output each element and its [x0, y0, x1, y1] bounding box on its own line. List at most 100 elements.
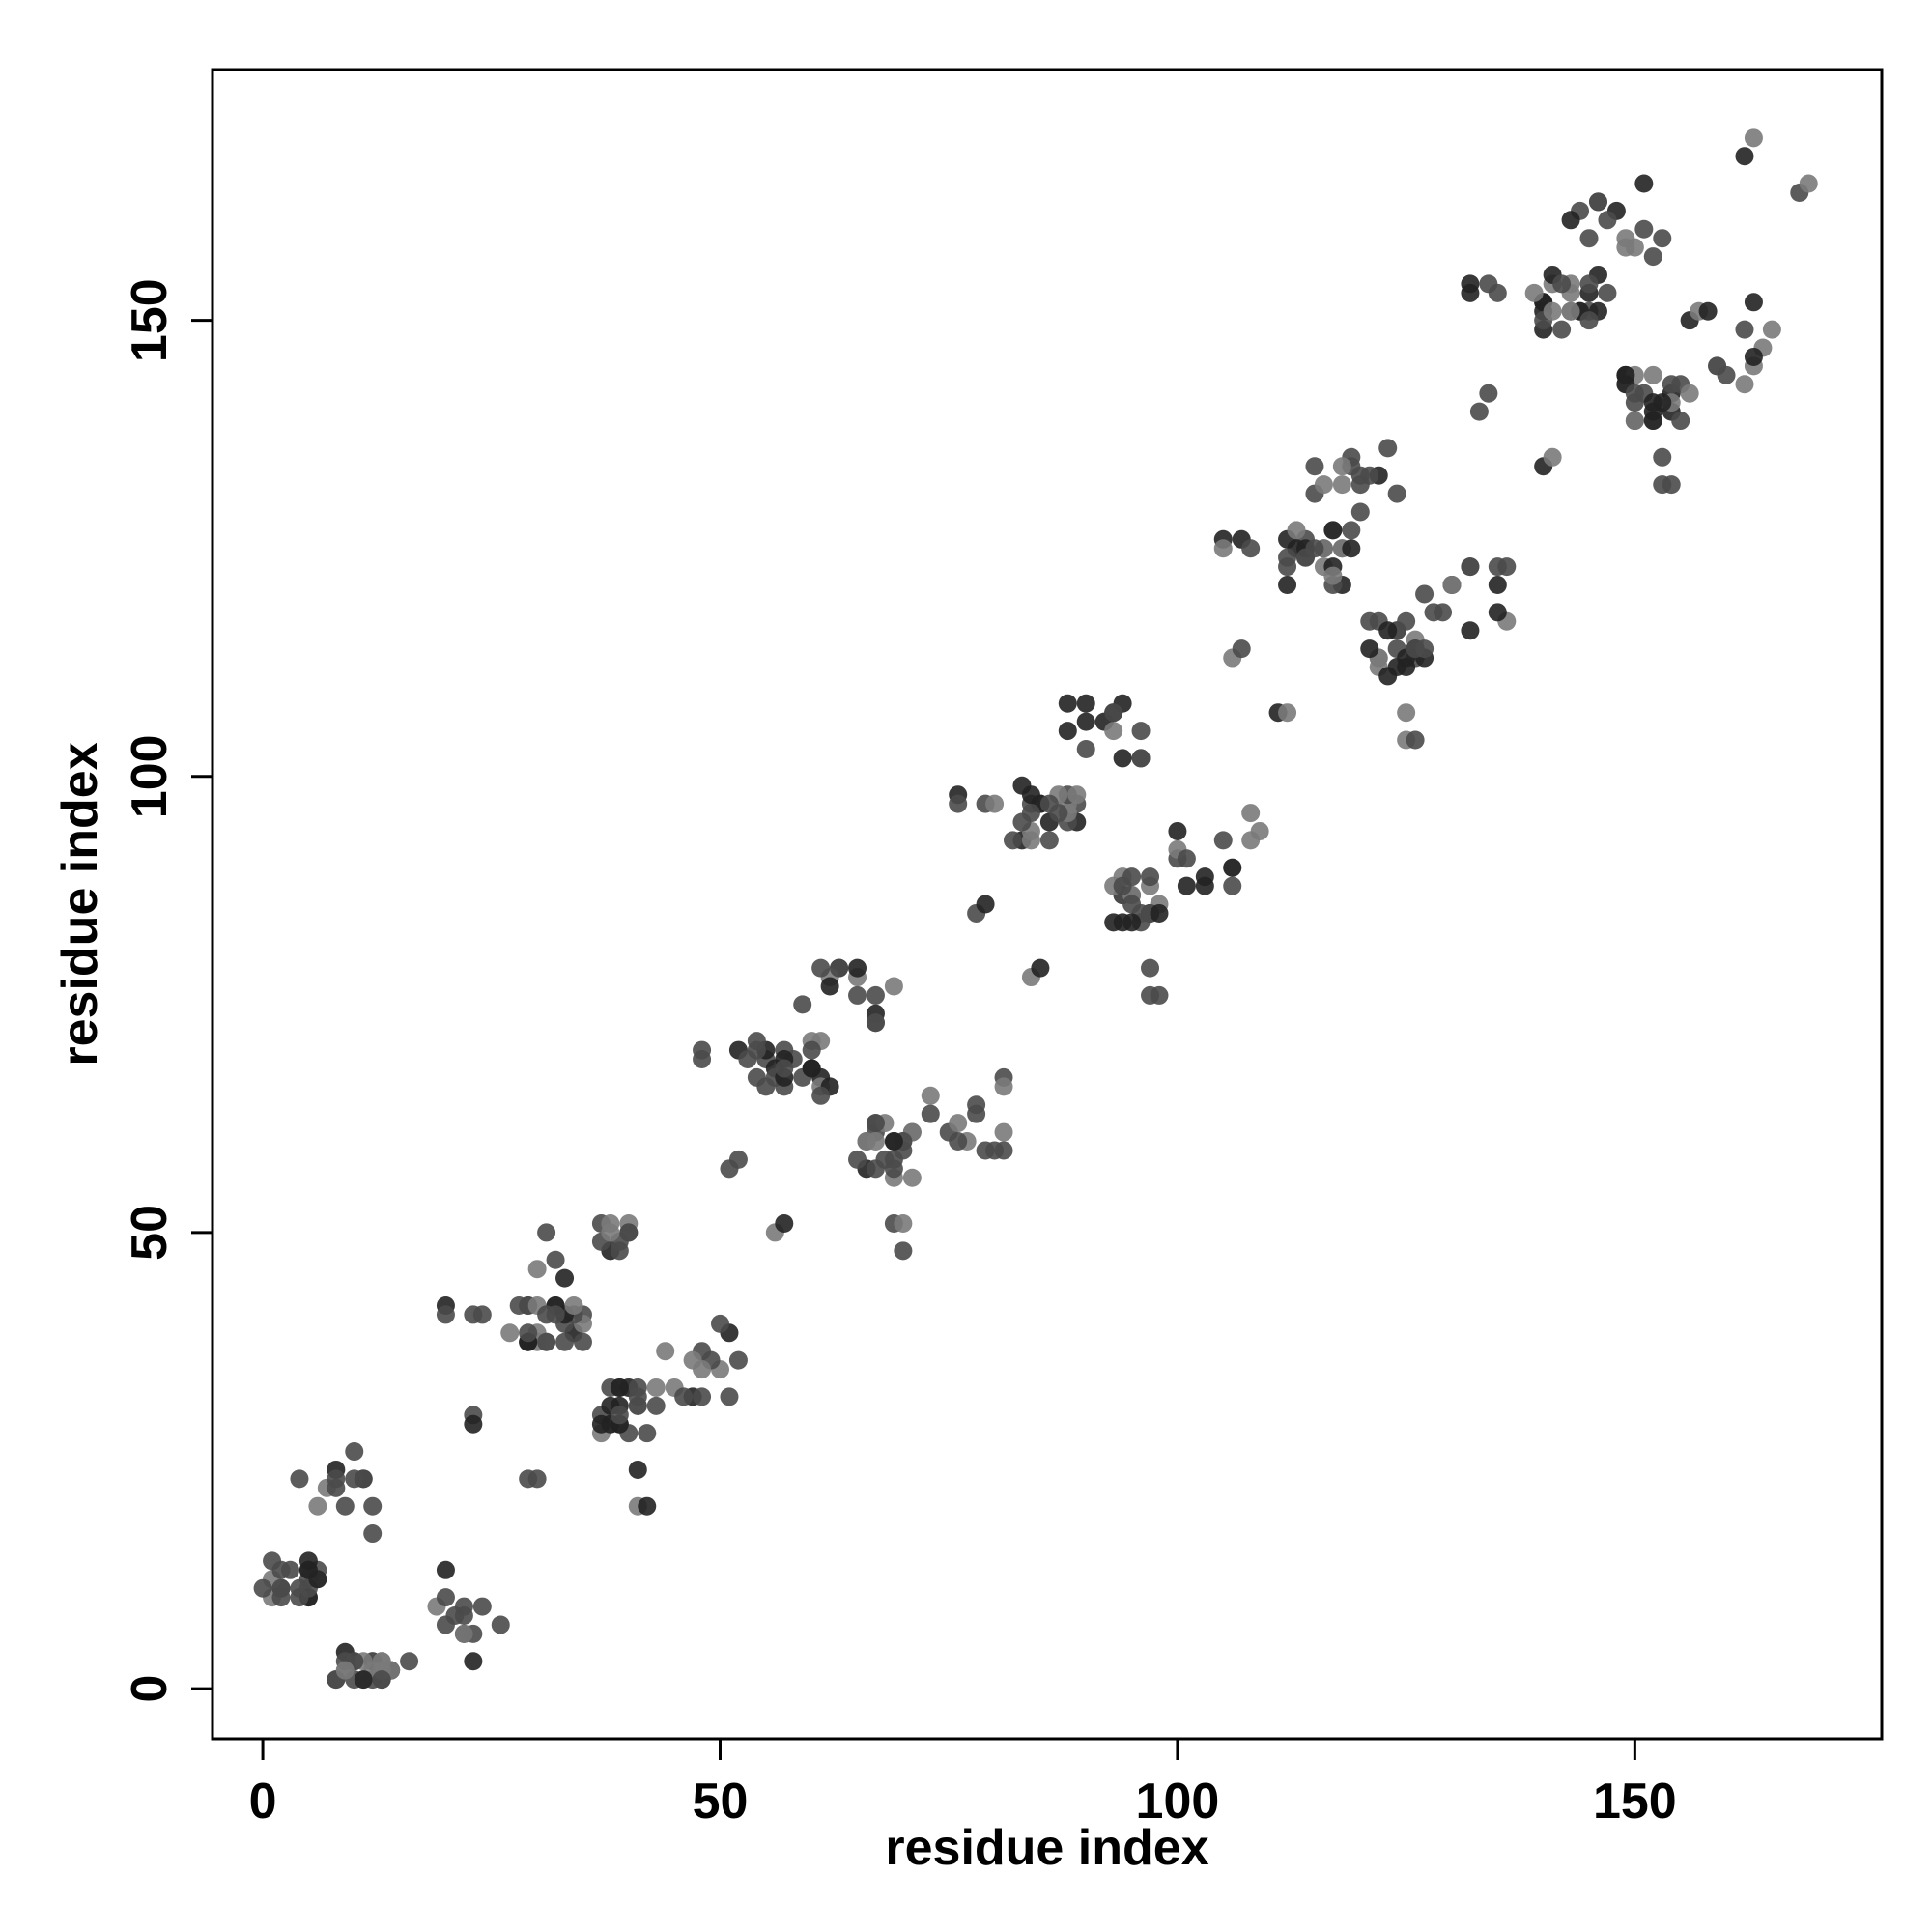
data-point [1735, 375, 1754, 394]
data-point [1287, 521, 1306, 540]
data-point [1387, 484, 1406, 503]
y-axis-label: residue index [52, 742, 108, 1065]
data-point [866, 1159, 885, 1179]
data-point [1332, 475, 1351, 495]
data-point [1378, 439, 1398, 458]
data-point [1488, 557, 1507, 577]
data-point [1579, 229, 1599, 248]
data-point [848, 958, 867, 978]
data-point [848, 1150, 867, 1169]
data-point [1232, 639, 1251, 659]
data-point [866, 1132, 885, 1151]
data-point [1104, 722, 1123, 741]
y-tick-label: 0 [122, 1675, 178, 1703]
data-point [830, 958, 849, 978]
data-point [1397, 657, 1416, 676]
data-point [555, 1332, 575, 1351]
data-point [1579, 274, 1599, 294]
data-point [290, 1588, 309, 1607]
data-point [894, 1241, 913, 1261]
data-point [646, 1378, 666, 1397]
data-point [1625, 412, 1644, 431]
data-point [335, 1496, 355, 1516]
data-point [1141, 958, 1160, 978]
data-point [1671, 412, 1690, 431]
data-point [1653, 229, 1672, 248]
data-point [601, 1213, 620, 1233]
data-point [1003, 831, 1022, 850]
data-point [1278, 548, 1297, 567]
data-point [1177, 849, 1196, 868]
data-point [994, 1077, 1013, 1096]
data-point [1552, 274, 1572, 294]
data-point [884, 1150, 903, 1169]
data-point [1616, 238, 1635, 257]
data-point [656, 1342, 675, 1361]
data-point [1378, 667, 1398, 686]
data-point [866, 1013, 885, 1033]
data-point [573, 1332, 592, 1351]
data-point [1305, 457, 1324, 476]
data-point [775, 1059, 794, 1078]
data-point [436, 1588, 455, 1607]
data-point [472, 1305, 492, 1324]
data-point [1150, 903, 1169, 923]
data-point [1643, 365, 1662, 384]
data-point [1397, 611, 1416, 631]
data-point [1058, 694, 1077, 713]
data-point [1177, 876, 1196, 895]
x-axis-label: residue index [885, 1820, 1208, 1876]
data-point [1342, 539, 1361, 558]
data-point [1223, 858, 1242, 877]
data-point [793, 995, 812, 1014]
data-point [628, 1378, 647, 1397]
data-point [1378, 621, 1398, 640]
x-tick-label: 150 [1593, 1774, 1677, 1830]
data-point [1141, 985, 1160, 1005]
data-point [464, 1414, 483, 1434]
data-point [363, 1524, 383, 1544]
data-point [848, 985, 867, 1005]
x-tick-label: 50 [693, 1774, 749, 1830]
data-point [491, 1615, 510, 1634]
data-point [1012, 812, 1032, 832]
data-point [400, 1652, 419, 1671]
data-point [1058, 722, 1077, 741]
data-point [1141, 867, 1160, 887]
data-point [253, 1578, 272, 1598]
data-point [1113, 876, 1132, 895]
data-point [994, 1122, 1013, 1142]
data-point [738, 1050, 757, 1069]
data-point [354, 1670, 373, 1690]
data-point [884, 977, 903, 996]
data-point [1360, 639, 1379, 659]
data-point [949, 794, 968, 813]
data-point [693, 1050, 712, 1069]
data-point [1195, 867, 1214, 887]
data-point [591, 1414, 611, 1434]
data-point [1314, 475, 1333, 495]
data-point [1643, 393, 1662, 412]
data-point [436, 1615, 455, 1634]
x-tick-label: 0 [249, 1774, 277, 1830]
data-point [1350, 466, 1370, 485]
data-point [638, 1424, 657, 1443]
data-point [436, 1560, 455, 1579]
data-point [1799, 174, 1818, 193]
data-point [564, 1295, 583, 1315]
data-point [1323, 566, 1343, 585]
data-point [1524, 283, 1544, 302]
data-point [372, 1670, 391, 1690]
data-point [949, 1114, 968, 1133]
data-point [1735, 147, 1754, 166]
data-point [1122, 913, 1142, 932]
plot-frame [211, 68, 1884, 1741]
data-point [1643, 412, 1662, 431]
data-point [1469, 402, 1489, 421]
data-point [921, 1086, 940, 1105]
data-point [555, 1268, 575, 1288]
data-point [1067, 785, 1087, 805]
data-point [1223, 876, 1242, 895]
data-point [527, 1260, 547, 1279]
data-point [1598, 211, 1617, 230]
